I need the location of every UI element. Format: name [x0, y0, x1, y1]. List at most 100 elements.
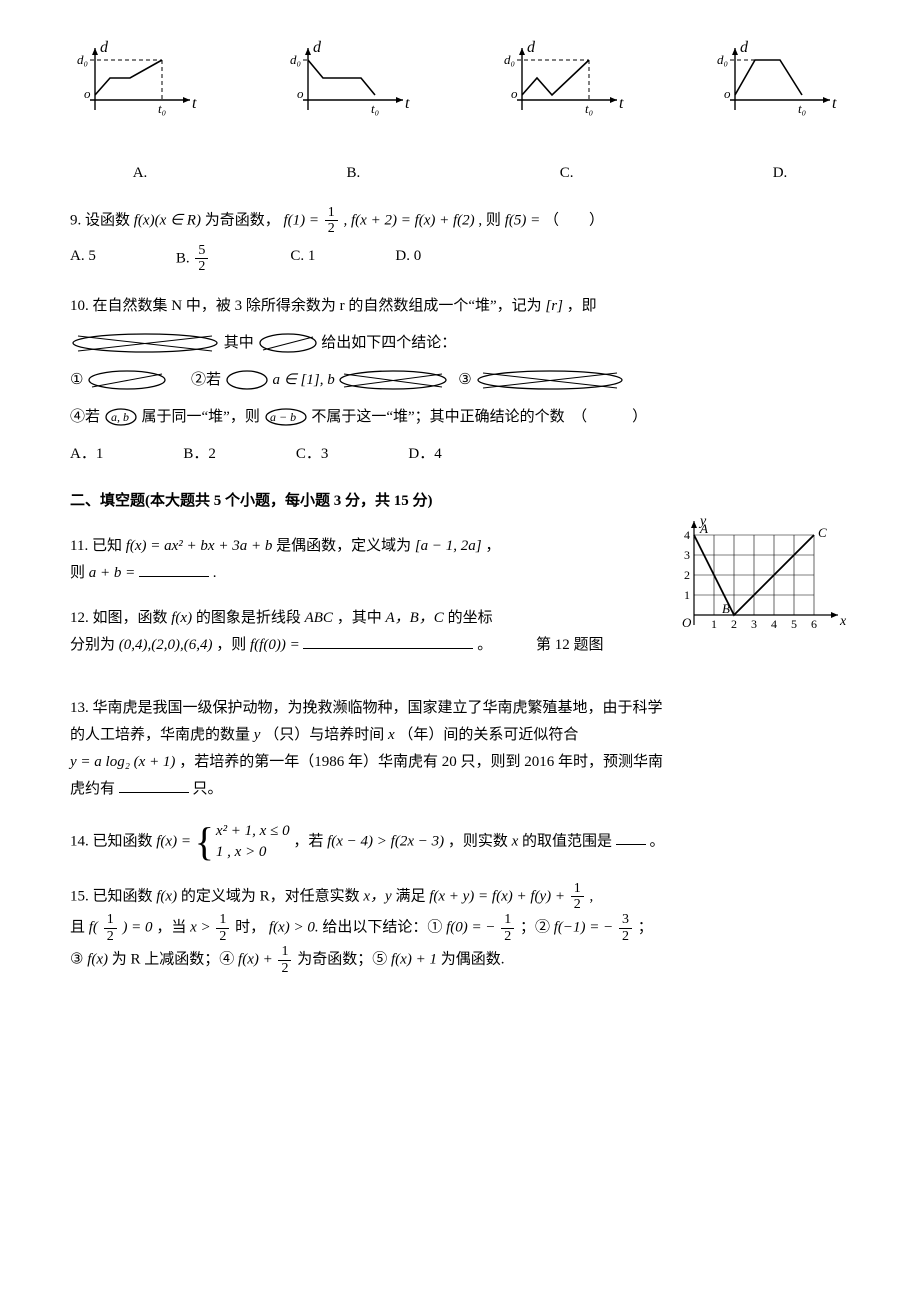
q15-c1: f(0) = −	[446, 920, 495, 936]
q12-figure-wrap: O A B C x y 4 3 2 1 1 2 3 4 5 6	[670, 515, 850, 655]
q10-stem: 10. 在自然数集 N 中，被 3 除所得余数为 r 的自然数组成一个“堆”，记…	[70, 298, 542, 314]
q13-y: y	[254, 727, 261, 743]
q15-l2d: 给出以下结论：①	[322, 920, 446, 936]
q11-l2a: 则	[70, 565, 89, 581]
q14-piecewise: { x² + 1, x ≤ 0 1 , x > 0	[195, 821, 290, 863]
xt3: 3	[751, 617, 757, 631]
q15-l1d: ,	[590, 888, 594, 904]
q13: 13. 华南虎是我国一级保护动物，为挽救濒临物种，国家建立了华南虎繁殖基地，由于…	[70, 695, 850, 803]
q15-xy: x，y	[363, 888, 391, 904]
q9-f5: f(5) =	[505, 212, 544, 228]
chart-a: d d₀ o t₀ t	[70, 40, 210, 150]
q9-eq1l: f(1) =	[283, 212, 322, 228]
q9-eq2: , f(x + 2) = f(x) + f(2)	[344, 212, 475, 228]
t0-label: t₀	[158, 101, 166, 116]
q10-opt-c: C．3	[296, 441, 329, 468]
q12-figure: O A B C x y 4 3 2 1 1 2 3 4 5 6	[670, 515, 850, 645]
yt1: 1	[684, 588, 690, 602]
q12-O: O	[682, 615, 692, 630]
q15-fhr: ) = 0	[122, 920, 152, 936]
axis-d: d	[100, 39, 109, 56]
charts-row: d d₀ o t₀ t A. d d₀ o t₀ t B.	[70, 40, 850, 187]
xt2: 2	[731, 617, 737, 631]
q12-caption: 第 12 题图	[536, 637, 604, 653]
q10-i2a: ②若	[191, 372, 221, 388]
yt4: 4	[684, 528, 690, 542]
t0-label: t₀	[798, 101, 806, 116]
q12-B: B	[722, 601, 730, 616]
t0-label: t₀	[585, 101, 593, 116]
q13-l4a: 虎约有	[70, 781, 115, 797]
chart-c-wrap: d d₀ o t₀ t C.	[497, 40, 637, 187]
q9-opt-d: D. 0	[395, 243, 421, 275]
chart-b-label: B.	[283, 160, 423, 187]
scribble-2	[258, 332, 318, 354]
q14-x: x	[512, 833, 519, 849]
q9-stem-c: , 则	[478, 212, 504, 228]
axis-t: t	[832, 95, 837, 112]
chart-a-label: A.	[70, 160, 210, 187]
section-2-title: 二、填空题(本大题共 5 个小题，每小题 3 分，共 15 分)	[70, 488, 850, 515]
q15-l2c: 时，	[235, 920, 265, 936]
svg-text:a − b: a − b	[270, 410, 296, 424]
scribble-8: a − b	[264, 407, 308, 427]
q15-l3c: 为奇函数；⑤	[297, 951, 391, 967]
q12-b: 的图象是折线段	[196, 610, 305, 626]
q15-l2e: ；②	[520, 920, 554, 936]
q12-fx: f(x)	[171, 610, 192, 626]
axis-t: t	[405, 95, 410, 112]
o-label: o	[511, 86, 518, 101]
scribble-3	[87, 369, 167, 391]
scribble-6	[475, 369, 625, 391]
q12-d: 的坐标	[448, 610, 493, 626]
q14-blank	[616, 829, 646, 845]
q9-stem-b: 为奇函数，	[205, 212, 280, 228]
q15-l3d: 为偶函数.	[441, 951, 505, 967]
q15-c4: f(x) +	[238, 951, 276, 967]
q12-l2a: 分别为	[70, 637, 119, 653]
q15-eq1: f(x + y) = f(x) + f(y) +	[429, 888, 569, 904]
q9-f1d: 2	[325, 221, 338, 236]
q15-l3a: ③	[70, 951, 87, 967]
q15-l3b: 为 R 上减函数；④	[112, 951, 238, 967]
t0-label: t₀	[371, 101, 379, 116]
q11-b: 是偶函数，定义域为	[276, 538, 415, 554]
xt6: 6	[811, 617, 817, 631]
yt3: 3	[684, 548, 690, 562]
q14-fx: f(x) =	[156, 833, 194, 849]
q9-paren: （ ）	[544, 212, 604, 228]
scribble-5	[338, 369, 448, 391]
q13-x: x	[388, 727, 395, 743]
q10-l2b: 给出如下四个结论：	[321, 335, 456, 351]
q11-a: 11. 已知	[70, 538, 126, 554]
q9: 9. 设函数 f(x)(x ∈ R) 为奇函数， f(1) = 12 , f(x…	[70, 205, 850, 275]
q15-l1b: 的定义域为 R，对任意实数	[181, 888, 364, 904]
q13-l2a: 的人工培养，华南虎的数量	[70, 727, 254, 743]
q9-fx: f(x)(x ∈ R)	[134, 212, 201, 228]
q15-fx: f(x)	[156, 888, 177, 904]
q12-C: C	[818, 525, 827, 540]
q9-opt-a: A. 5	[70, 243, 96, 275]
chart-b: d d₀ o t₀ t	[283, 40, 423, 150]
q11-blank	[139, 561, 209, 577]
q12-l2b: ，则	[216, 637, 250, 653]
q10-i4a: ④若	[70, 409, 100, 425]
axis-t: t	[619, 95, 624, 112]
q15-l2b: ，当	[156, 920, 190, 936]
q15: 15. 已知函数 f(x) 的定义域为 R，对任意实数 x，y 满足 f(x +…	[70, 881, 850, 976]
q12-y: y	[698, 515, 707, 529]
q9-opt-c: C. 1	[290, 243, 315, 275]
axis-t: t	[192, 95, 197, 112]
d0-label: d₀	[504, 52, 515, 67]
q15-l2a: 且	[70, 920, 89, 936]
q12-abc: ABC	[305, 610, 333, 626]
axis-d: d	[313, 39, 322, 56]
q10-tail: ，即	[567, 298, 597, 314]
q10-l2a: 其中	[224, 335, 254, 351]
q9-f1n: 1	[325, 205, 338, 221]
q14: 14. 已知函数 f(x) = { x² + 1, x ≤ 0 1 , x > …	[70, 821, 850, 863]
q14-c: ，则实数	[448, 833, 512, 849]
q15-c3: f(x)	[87, 951, 108, 967]
q15-c5: f(x) + 1	[391, 951, 437, 967]
chart-d: d d₀ o t₀ t	[710, 40, 850, 150]
